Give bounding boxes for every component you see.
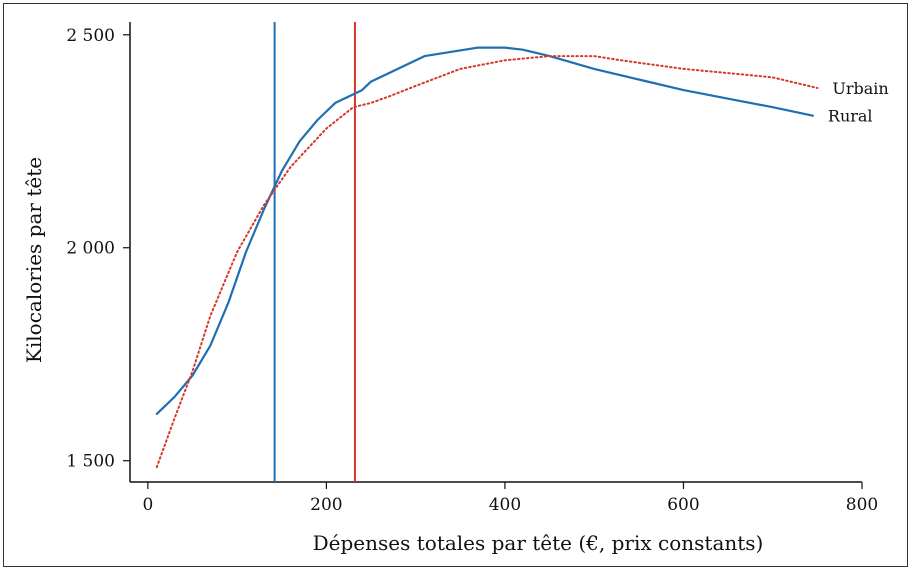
legend: Rural Urbain	[828, 79, 889, 126]
y-axis-title: Kilocalories par tête	[22, 157, 46, 363]
y-tick-label: 1 500	[66, 452, 115, 472]
x-tick-label: 400	[489, 495, 521, 515]
x-axis-title: Dépenses totales par tête (€, prix const…	[313, 531, 764, 555]
legend-label-urbain: Urbain	[832, 79, 888, 98]
y-tick-label: 2 000	[66, 239, 115, 259]
y-ticks: 1 500 2 000 2 500	[66, 26, 130, 472]
vertical-lines	[273, 22, 356, 482]
series-line-rural	[155, 46, 815, 415]
axes	[129, 22, 862, 483]
x-tick-label: 0	[142, 495, 153, 515]
x-tick-label: 200	[310, 495, 342, 515]
series-line-urbain	[155, 55, 819, 469]
chart-frame	[3, 3, 908, 567]
x-ticks: 0 200 400 600 800	[142, 482, 878, 515]
legend-label-rural: Rural	[828, 107, 873, 126]
series-lines	[155, 46, 819, 469]
x-tick-label: 600	[667, 495, 699, 515]
y-tick-label: 2 500	[66, 26, 115, 46]
x-tick-label: 800	[846, 495, 878, 515]
